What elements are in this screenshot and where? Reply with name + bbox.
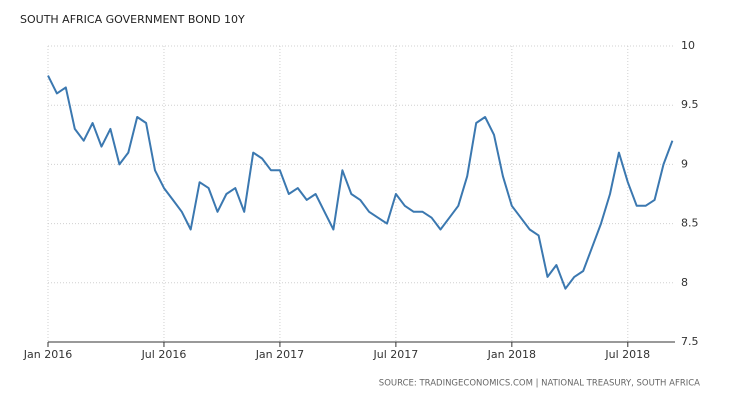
x-tick-label: Jul 2016 <box>141 348 187 361</box>
x-tick-label: Jan 2016 <box>23 348 72 361</box>
y-tick-label: 9.5 <box>681 98 699 111</box>
y-tick-label: 7.5 <box>681 335 699 348</box>
x-tick-label: Jan 2018 <box>487 348 536 361</box>
x-tick-label: Jul 2017 <box>372 348 418 361</box>
x-tick-label: Jul 2018 <box>604 348 650 361</box>
y-tick-label: 9 <box>681 157 688 170</box>
y-tick-label: 10 <box>681 39 695 52</box>
source: SOURCE: TRADINGECONOMICS.COM | NATIONAL … <box>379 379 700 389</box>
line-series <box>47 75 674 290</box>
y-tick-label: 8.5 <box>681 217 699 230</box>
y-tick-label: 8 <box>681 276 688 289</box>
chart-title: SOUTH AFRICA GOVERNMENT BOND 10Y <box>20 13 245 26</box>
x-tick-label: Jan 2017 <box>255 348 304 361</box>
